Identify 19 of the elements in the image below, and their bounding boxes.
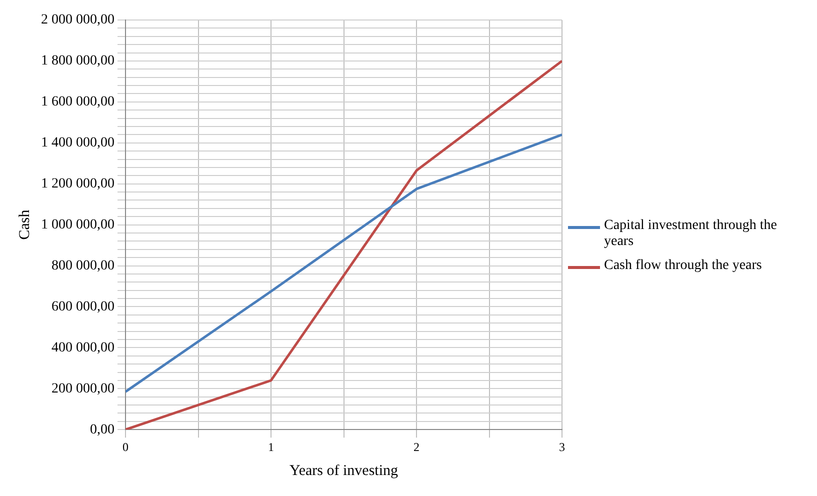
y-tick-label: 1 000 000,00 [41,217,114,232]
y-tick-label: 1 600 000,00 [41,94,114,110]
y-tick-label: 0,00 [90,422,114,438]
legend-label: Capital investment through the years [604,218,778,250]
y-tick-label: 1 200 000,00 [41,176,114,192]
y-tick-label: 2 000 000,00 [41,12,114,28]
y-tick-label: 600 000,00 [52,299,114,314]
y-tick-label: 1 400 000,00 [41,136,114,151]
x-tick-label: 0 [122,440,128,454]
y-tick-label: 400 000,00 [52,340,114,356]
x-axis-title: Years of investing [290,462,398,479]
x-tick-label: 3 [559,440,565,454]
y-tick-label: 800 000,00 [52,258,114,274]
y-axis-title: Cash [16,209,33,240]
x-tick-label: 1 [268,440,274,454]
y-tick-label: 200 000,00 [52,381,114,396]
y-tick-label: 1 800 000,00 [41,54,114,69]
legend-label: Cash flow through the years [604,258,762,274]
x-tick-label: 2 [414,440,420,454]
